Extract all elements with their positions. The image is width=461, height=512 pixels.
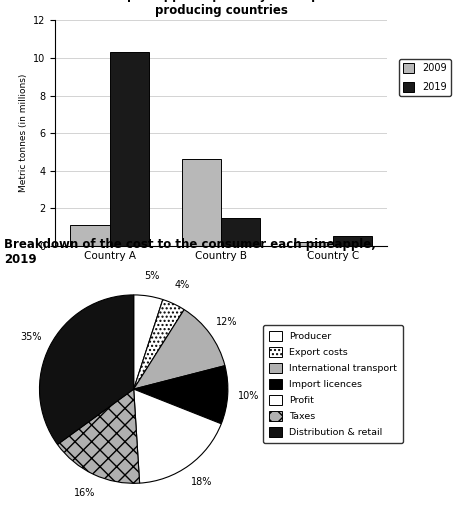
Bar [333,237,372,246]
Wedge shape [134,366,228,424]
Wedge shape [134,295,163,389]
Legend: Producer, Export costs, International transport, Import licences, Profit, Taxes,: Producer, Export costs, International tr… [263,325,403,443]
Wedge shape [134,310,225,389]
Text: 35%: 35% [21,332,42,342]
Text: 18%: 18% [190,477,212,487]
Text: 4%: 4% [175,280,190,290]
Text: 16%: 16% [74,488,95,498]
Wedge shape [134,300,184,389]
Bar [71,225,110,246]
Wedge shape [58,389,140,483]
Legend: 2009, 2019: 2009, 2019 [399,59,450,96]
Bar [110,52,148,246]
Text: 12%: 12% [216,316,237,327]
Text: Breakdown of the cost to the consumer each pineapple,
2019: Breakdown of the cost to the consumer ea… [4,238,376,266]
Bar [294,242,333,246]
Title: World pineapple exports by the top three
producing countries: World pineapple exports by the top three… [83,0,359,16]
Text: 10%: 10% [238,391,259,401]
Y-axis label: Metric tonnes (in millions): Metric tonnes (in millions) [18,74,28,193]
Wedge shape [134,389,221,483]
Bar [182,159,221,246]
Bar [221,218,260,246]
Wedge shape [40,295,134,444]
Text: 5%: 5% [144,271,160,281]
